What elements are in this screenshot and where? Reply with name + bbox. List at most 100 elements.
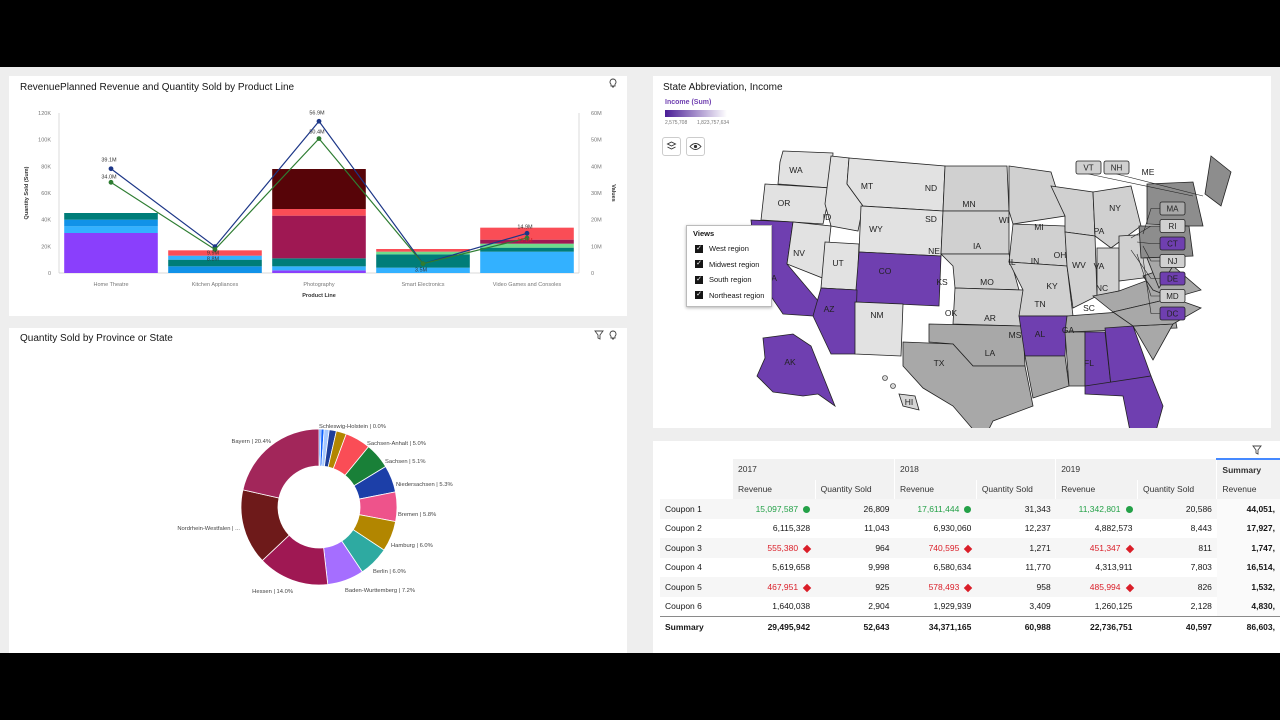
callout-leader (1136, 241, 1160, 244)
y-axis-title: Quantity Sold (Sum) (24, 166, 30, 219)
data-label: 14.9M (517, 224, 533, 230)
lightbulb-icon[interactable] (608, 330, 618, 340)
slice-label: Sachsen | 5.1% (385, 459, 426, 465)
y2-tick-label: 30M (591, 191, 602, 197)
view-west-region[interactable]: ✓ West region (687, 241, 771, 257)
state-shape (1064, 231, 1098, 309)
state-shape (854, 251, 942, 307)
table-row[interactable]: Coupon 1 15,097,587 26,809 17,611,444 31,343… (660, 499, 1280, 519)
data-label: 34.0M (101, 174, 117, 180)
column-header[interactable]: Revenue (1216, 479, 1280, 499)
column-header[interactable]: Revenue (732, 479, 816, 499)
state-hi (898, 393, 920, 411)
slice-label: Bremen | 5.8% (398, 512, 436, 518)
table-cell: 9,998 (868, 562, 890, 573)
table-row[interactable]: Coupon 2 6,115,328 11,043 6,930,060 12,237 4,… (660, 518, 1280, 538)
y2-tick-label: 50M (591, 138, 602, 144)
state-ak (756, 333, 836, 408)
state-label: NY (1109, 203, 1121, 213)
state-label: MO (980, 277, 994, 287)
table-cell: 44,051, (1216, 499, 1280, 519)
line-point (316, 136, 322, 141)
year-header[interactable]: 2018 (893, 459, 1056, 480)
table-cell: 86,603, (1246, 621, 1275, 632)
hawaii-island (882, 375, 888, 381)
column-header[interactable]: Quantity Sold (1137, 479, 1217, 499)
status-up-icon (803, 506, 811, 513)
table-row[interactable]: Coupon 3 555,380 964 740,595 1,271 451,347 811… (660, 538, 1280, 558)
view-label: Midwest region (709, 259, 760, 269)
state-label: WY (869, 224, 883, 234)
y-tick-label: 0 (48, 271, 51, 277)
callout-label: VT (1083, 164, 1093, 173)
callout-leader (1088, 173, 1194, 197)
callout-label: CT (1167, 240, 1178, 249)
view-northeast-region[interactable]: ✓ Northeast region (687, 288, 771, 304)
status-down-icon (802, 544, 812, 553)
checkbox-icon[interactable]: ✓ (695, 291, 703, 300)
y-tick-label: 120K (38, 111, 51, 117)
data-label: 13.1M (517, 238, 533, 244)
state-label: VA (1094, 261, 1105, 271)
table-cell: 1,260,125 (1094, 601, 1133, 612)
bar-segment (168, 255, 262, 260)
column-header[interactable]: Quantity Sold (975, 479, 1056, 499)
table-cell: 8,443 (1190, 523, 1212, 534)
row-label[interactable]: Coupon 6 (665, 601, 702, 612)
summary-header[interactable]: Summary (1216, 458, 1280, 480)
filter-icon[interactable] (594, 330, 604, 340)
donut-chart-panel: Quantity Sold by Province or State Schle… (9, 328, 627, 653)
status-down-icon (964, 544, 973, 553)
state-label: UT (832, 258, 843, 268)
checkbox-icon[interactable]: ✓ (695, 260, 703, 269)
row-label[interactable]: Coupon 4 (665, 562, 702, 573)
slice-label: Niedersachsen | 5.3% (396, 482, 453, 488)
checkbox-icon[interactable]: ✓ (695, 275, 703, 284)
column-header[interactable]: Quantity Sold (814, 479, 895, 499)
table-cell: 12,237 (1024, 523, 1051, 534)
map-title: State Abbreviation, Income (663, 82, 783, 93)
y-tick-label: 100K (38, 138, 51, 144)
callout-label: DE (1167, 275, 1178, 284)
checkbox-icon[interactable]: ✓ (695, 244, 703, 253)
filter-icon[interactable] (1252, 445, 1262, 455)
year-header[interactable]: 2019 (1055, 459, 1217, 480)
row-label[interactable]: Summary (665, 621, 704, 632)
bar-segment (480, 251, 574, 273)
line-point (420, 261, 426, 267)
column-header[interactable]: Revenue (1055, 479, 1138, 499)
bar-segment (376, 267, 470, 273)
state-or (760, 183, 832, 225)
lightbulb-icon[interactable] (608, 78, 618, 88)
layers-button[interactable] (662, 137, 681, 156)
state-label: WI (999, 215, 1009, 225)
table-cell: 4,313,911 (1095, 562, 1133, 573)
state-label: IN (1031, 256, 1040, 266)
state-label: KS (936, 277, 948, 287)
table-row[interactable]: Coupon 5 467,951 925 578,493 958 485,994 826 1,… (660, 577, 1280, 597)
x-tick-label: Photography (303, 282, 334, 288)
year-header[interactable]: 2017 (732, 459, 895, 480)
table-row[interactable]: Coupon 4 5,619,658 9,998 6,580,634 11,770 4,3… (660, 557, 1280, 577)
column-header[interactable]: Revenue (894, 479, 977, 499)
us-choropleth-map: WAORCANVIDMTWYUTCOAZNMNDSDNEKSOKTXMNIAMO… (750, 150, 1232, 428)
row-label[interactable]: Coupon 5 (665, 581, 702, 592)
state-label: MT (861, 181, 873, 191)
y2-axis-title: Values (610, 184, 616, 201)
view-midwest-region[interactable]: ✓ Midwest region (687, 257, 771, 273)
views-button[interactable] (686, 137, 705, 156)
row-label[interactable]: Coupon 3 (665, 542, 702, 553)
table-row[interactable]: Coupon 6 1,640,038 2,904 1,929,939 3,409 1,26… (660, 596, 1280, 617)
table-cell: 6,580,634 (933, 562, 972, 573)
callout-leader (1142, 257, 1160, 314)
state-label: AZ (824, 304, 835, 314)
state-label: AR (984, 313, 996, 323)
table-cell: 31,343 (1024, 503, 1051, 514)
table-cell: 11,342,801 (1056, 499, 1138, 519)
summary-row[interactable]: Summary 29,495,942 52,643 34,371,165 60,988 2… (660, 616, 1280, 637)
row-label[interactable]: Coupon 1 (665, 503, 702, 514)
state-il (1064, 231, 1098, 309)
view-south-region[interactable]: ✓ South region (687, 272, 771, 288)
row-label[interactable]: Coupon 2 (665, 523, 702, 534)
state-shape (1204, 155, 1232, 207)
